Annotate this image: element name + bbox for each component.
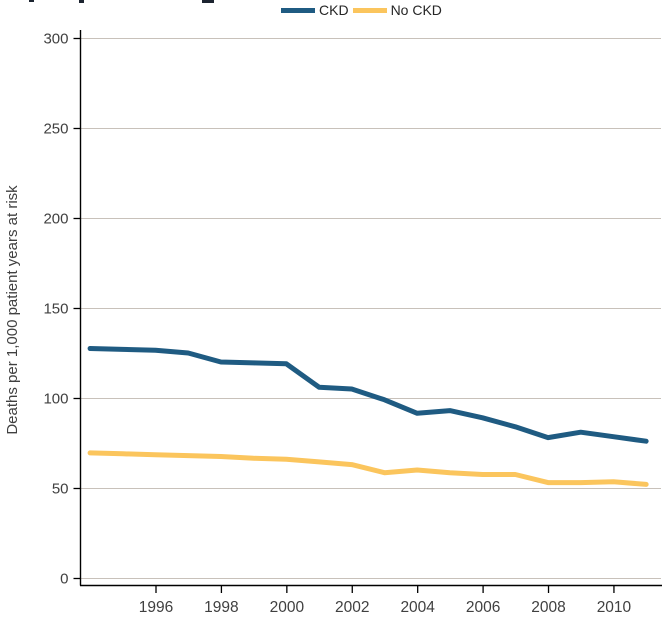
x-tick-label: 2008 bbox=[531, 599, 565, 616]
x-tick-label: 2002 bbox=[335, 599, 369, 616]
no-ckd-line-swatch-icon bbox=[352, 7, 387, 13]
y-tick-label: 50 bbox=[52, 481, 69, 498]
cropped-text-fragment bbox=[79, 0, 84, 3]
ckd-line-swatch-icon bbox=[281, 7, 315, 13]
y-tick-label: 300 bbox=[43, 31, 68, 48]
legend: CKD No CKD bbox=[281, 3, 442, 17]
legend-label-ckd: CKD bbox=[319, 2, 349, 18]
legend-item-ckd: CKD bbox=[281, 3, 349, 17]
x-tick-label: 2004 bbox=[400, 599, 435, 616]
cropped-text-fragment bbox=[202, 0, 214, 3]
x-tick-label: 1998 bbox=[204, 599, 238, 616]
x-tick-label: 2006 bbox=[466, 599, 500, 616]
x-tick-label: 2010 bbox=[597, 599, 632, 616]
legend-label-no-ckd: No CKD bbox=[390, 2, 442, 18]
series-line-no-ckd bbox=[87, 450, 649, 487]
x-tick-label: 1996 bbox=[139, 599, 173, 616]
x-tick-label: 2000 bbox=[270, 599, 305, 616]
y-tick-label: 250 bbox=[43, 121, 68, 138]
cropped-text-fragment bbox=[29, 0, 34, 2]
series-line-ckd bbox=[87, 346, 649, 444]
y-tick-label: 200 bbox=[43, 211, 68, 228]
y-tick-label: 100 bbox=[43, 391, 68, 408]
legend-item-no-ckd: No CKD bbox=[352, 2, 442, 18]
y-tick-label: 0 bbox=[60, 571, 68, 588]
y-tick-label: 150 bbox=[43, 301, 68, 318]
